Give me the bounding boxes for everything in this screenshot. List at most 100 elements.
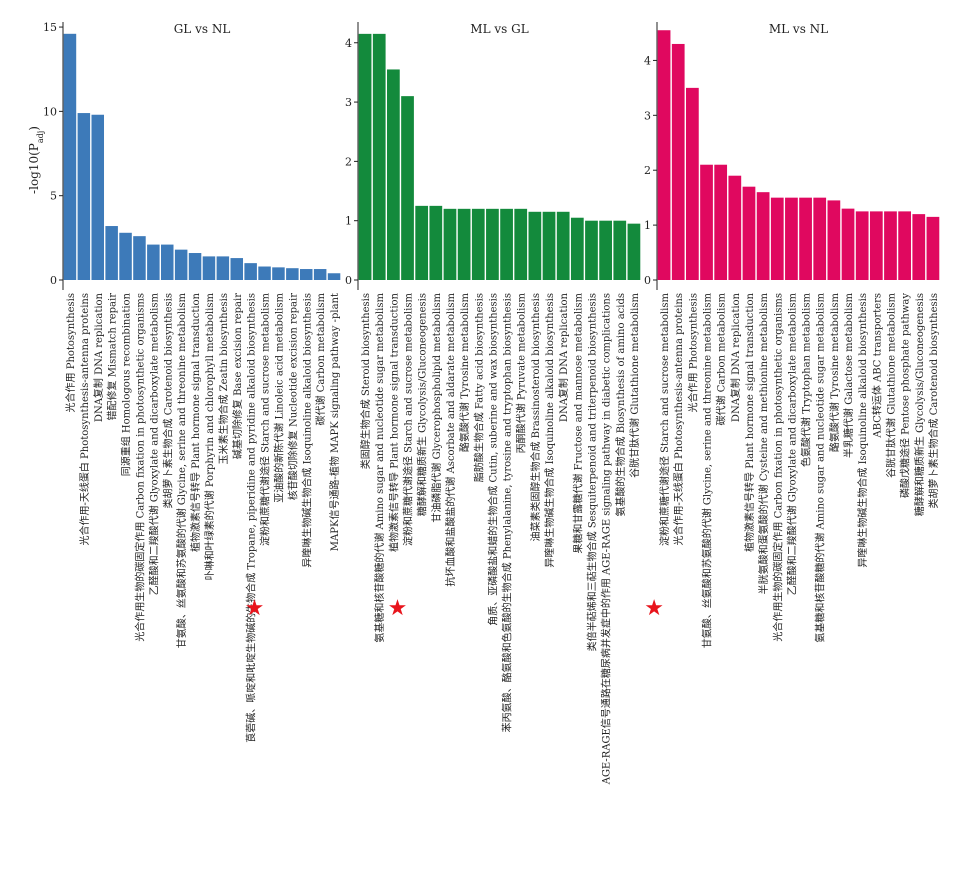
category-label: 氨基糖和核苷酸糖的代谢 Amino sugar and nucleotide s… xyxy=(373,292,386,642)
category-label: MAPK信号通路-植物 MAPK signaling pathway -plan… xyxy=(328,293,341,551)
category-label: 光合作用-天线蛋白 Photosynthesis-antenna protein… xyxy=(78,293,91,546)
bar xyxy=(926,216,940,280)
bar xyxy=(728,175,742,280)
category-label: 抗坏血酸和盐酸盐的代谢 Ascorbate and aldarate metab… xyxy=(444,292,457,586)
category-label: DNA复制 DNA replication xyxy=(729,292,742,422)
category-label: AGE-RAGE信号通路在糖尿病并发症中的作用 AGE-RAGE signali… xyxy=(600,293,613,785)
category-label: 糖酵解和糖质新生 Glycolysis/Gluconeogenesis xyxy=(913,293,926,516)
y-axis-label-main: -log10(P xyxy=(27,143,41,194)
category-label: 类胡萝卜素生物合成 Carotenoid biosynthesis xyxy=(927,293,940,508)
category-label: 脂肪酸生物合成 Fatty acid biosynthesis xyxy=(472,293,485,482)
bar xyxy=(500,208,513,280)
bar xyxy=(471,208,485,280)
bar xyxy=(542,211,556,280)
panel-title: ML vs GL xyxy=(470,22,528,36)
bar xyxy=(313,269,327,280)
bar xyxy=(286,268,299,280)
y-tick-label: 10 xyxy=(43,105,57,118)
bar xyxy=(912,214,926,280)
y-tick-label: 0 xyxy=(50,274,57,287)
bar xyxy=(401,96,414,280)
y-tick-label: 3 xyxy=(644,109,651,122)
y-axis-label: -log10(Padj) xyxy=(27,126,45,194)
panel-3: ML vs NL 0 1 2 3 4 淀粉和蔗糖代谢途径 Starch and sucros… xyxy=(644,22,940,648)
category-label: 植物激素信号转导 Plant hormone signal transducti… xyxy=(189,292,202,552)
y-tick-label: 15 xyxy=(43,21,57,34)
y-tick-label: 2 xyxy=(644,164,651,177)
bar xyxy=(202,256,216,280)
bar xyxy=(387,69,400,280)
bar xyxy=(714,164,728,280)
category-label: 植物激素信号转导 Plant hormone signal transducti… xyxy=(387,292,400,552)
bar xyxy=(244,263,257,280)
category-label: 淀粉和蔗糖代谢途径 Starch and sucrose metabolism xyxy=(658,292,671,546)
bar xyxy=(119,232,132,280)
y-tick-label: 1 xyxy=(644,219,651,232)
category-label: 磷酸戊糖途径 Pentose phosphate pathway xyxy=(899,293,912,498)
category-label: 酪氨酸代谢 Tyrosine metabolism xyxy=(828,292,841,451)
bar xyxy=(570,217,584,280)
category-label: 光合作用 Photosynthesis xyxy=(686,293,699,412)
y-tick-label: 2 xyxy=(345,155,352,168)
category-label: 色氨酸代谢 Tryptophan metabolism xyxy=(800,292,813,466)
category-label: 碳代谢 Carbon metabolism xyxy=(314,292,327,425)
category-label: 果糖和甘露糖代谢 Fructose and mannose metabolism xyxy=(571,292,584,553)
bar xyxy=(671,43,685,281)
bar xyxy=(133,236,146,280)
category-label: 莨菪碱、哌啶和吡啶生物碱的生物合成 Tropane, piperidine an… xyxy=(245,293,258,743)
category-label: 碱基切除修复 Base excision repair xyxy=(231,293,244,459)
bar xyxy=(299,269,313,280)
panel-title: GL vs NL xyxy=(174,22,231,36)
bar xyxy=(799,197,812,280)
category-label: 角质、亚磷酸盐和蜡的生物合成 Cutin, suberine and wax b… xyxy=(486,293,499,626)
category-label: 同源重组 Homologous recombination xyxy=(120,292,133,476)
bar xyxy=(756,192,770,280)
category-label: 酪氨酸代谢 Tyrosine metabolism xyxy=(458,292,471,451)
bar xyxy=(91,114,105,281)
bar xyxy=(272,267,285,280)
panel-2: ML vs GL 0 1 2 3 4 类固醇生物合成 Steroid biosynthesi… xyxy=(345,22,641,785)
bar xyxy=(869,211,883,280)
y-axis-label-close: ) xyxy=(27,126,41,131)
category-label: DNA复制 DNA replication xyxy=(92,292,105,422)
highlight-star-icon: ★ xyxy=(644,596,664,621)
category-label: 半乳糖代谢 Galactose metabolism xyxy=(842,292,855,457)
bar xyxy=(528,211,542,280)
bar xyxy=(785,197,798,280)
highlight-star-icon: ★ xyxy=(245,596,265,621)
category-label: 氨基糖和核苷酸糖的代谢 Amino sugar and nucleotide s… xyxy=(814,292,827,642)
category-label: 类胡萝卜素生物合成 Carotenoid biosynthesis xyxy=(161,293,174,508)
category-label: 油菜素类固醇生物合成 Brassinosteroid biosynthesis xyxy=(529,293,542,542)
category-label: 类固醇生物合成 Steroid biosynthesis xyxy=(359,293,372,469)
category-label: 玉米素生物合成 Zeatin biosynthesis xyxy=(217,293,230,465)
bar xyxy=(884,211,897,280)
bar xyxy=(105,226,118,280)
category-label: 糖酵解和糖质新生 Glycolysis/Gluconeogenesis xyxy=(416,293,429,516)
category-label: 半胱氨酸和蛋氨酸的代谢 Cysteine and methionine meta… xyxy=(757,292,770,594)
bar xyxy=(160,244,174,280)
category-label: 丙酮酸代谢 Pyruvate metabolism xyxy=(515,292,528,453)
category-label: 乙醛酸和二羧酸代谢 Glyoxylate and dicarboxylate m… xyxy=(147,292,160,595)
category-label: 光合作用生物的碳固定作用 Carbon fixation in photosyn… xyxy=(133,293,146,642)
y-tick-label: 3 xyxy=(345,96,352,109)
bar xyxy=(613,220,627,280)
bar xyxy=(216,256,230,280)
category-label: 异喹啉生物碱生物合成 Isoquinoline alkaloid biosynt… xyxy=(543,293,556,568)
bar xyxy=(556,211,570,280)
bar xyxy=(358,33,372,281)
y-tick-label: 1 xyxy=(345,215,352,228)
bar xyxy=(627,223,641,280)
bar xyxy=(585,220,598,280)
highlight-star-icon: ★ xyxy=(388,596,408,621)
category-label: 异喹啉生物碱生物合成 Isoquinoline alkaloid biosynt… xyxy=(300,293,313,568)
y-tick-label: 4 xyxy=(345,37,352,50)
panel-1: GL vs NL 0 5 10 15 光合作用 Photosynthesis 光合作用-天线… xyxy=(43,21,341,743)
category-label: ABC转运体 ABC transporters xyxy=(870,293,883,439)
category-label: 核苷酸切除修复 Nucleotide excision repair xyxy=(286,293,299,500)
y-axis-label-subscript: adj xyxy=(36,131,45,143)
category-label: 卟啉和叶绿素的代谢 Porphyrin and chlorophyll meta… xyxy=(203,292,216,580)
bar xyxy=(77,113,91,280)
bar xyxy=(700,164,713,280)
bar xyxy=(770,197,784,280)
